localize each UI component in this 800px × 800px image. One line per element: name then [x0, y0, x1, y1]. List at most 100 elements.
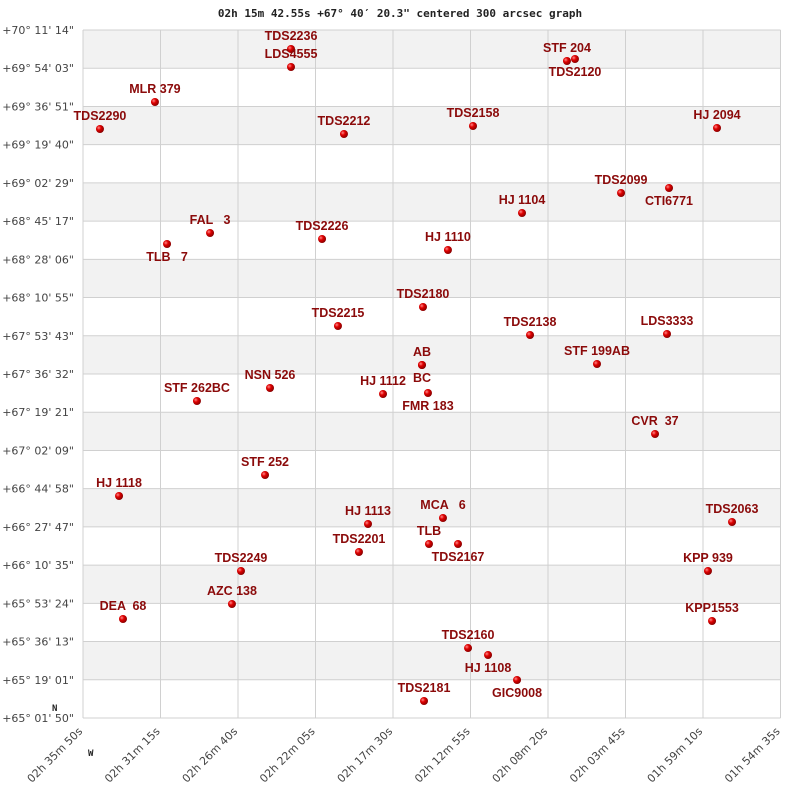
y-tick-label: +66° 10' 35" — [2, 559, 74, 572]
row-band — [83, 182, 781, 222]
star-dot[interactable] — [420, 697, 429, 706]
star-label: HJ 1118 — [96, 476, 142, 490]
star-label: TDS2236 — [265, 29, 318, 43]
star-dot[interactable] — [464, 644, 473, 653]
star-label: HJ 2094 — [693, 108, 740, 122]
star-dot[interactable] — [118, 615, 127, 624]
star-dot[interactable] — [417, 361, 426, 370]
star-dot[interactable] — [379, 390, 388, 399]
star-label: AB — [413, 345, 431, 359]
row-band — [83, 68, 781, 107]
star-dot[interactable] — [469, 121, 478, 130]
y-tick-label: +69° 02' 29" — [2, 177, 74, 190]
star-label: TDS2290 — [74, 109, 127, 123]
row-band — [83, 450, 781, 489]
star-dot[interactable] — [115, 492, 124, 501]
north-label: N — [52, 704, 57, 714]
star-label: FAL 3 — [190, 213, 231, 227]
y-tick-label: +65° 01' 50" — [2, 712, 74, 725]
star-dot[interactable] — [518, 209, 527, 218]
star-dot[interactable] — [227, 600, 236, 609]
star-dot[interactable] — [236, 567, 245, 576]
star-dot[interactable] — [443, 245, 452, 254]
star-dot[interactable] — [424, 540, 433, 549]
star-dot[interactable] — [287, 62, 296, 71]
star-dot[interactable] — [662, 329, 671, 338]
row-band — [83, 221, 781, 260]
star-label: TLB 7 — [146, 250, 188, 264]
star-label: STF 204 — [543, 41, 591, 55]
star-label: KPP1553 — [685, 601, 739, 615]
star-dot[interactable] — [484, 651, 493, 660]
star-label: HJ 1112 — [360, 374, 406, 388]
y-tick-label: +69° 36' 51" — [2, 100, 74, 113]
star-points — [95, 45, 737, 706]
star-label: KPP 939 — [683, 551, 733, 565]
y-tick-label: +67° 19' 21" — [2, 406, 74, 419]
star-dot[interactable] — [287, 45, 296, 54]
row-band — [83, 488, 781, 527]
star-dot[interactable] — [438, 514, 447, 523]
star-label: GIC9008 — [492, 686, 542, 700]
star-label: TDS2120 — [549, 65, 602, 79]
row-band — [83, 603, 781, 642]
star-label: MCA 6 — [420, 498, 465, 512]
star-dot[interactable] — [333, 322, 342, 331]
y-tick-label: +69° 19' 40" — [2, 139, 74, 152]
star-dot[interactable] — [163, 240, 172, 249]
star-label: DEA 68 — [100, 599, 147, 613]
star-label: LDS4555 — [265, 47, 318, 61]
star-dot[interactable] — [513, 676, 522, 685]
star-dot[interactable] — [708, 617, 717, 626]
star-label: TDS2249 — [215, 551, 268, 565]
star-dot[interactable] — [354, 548, 363, 557]
star-dot[interactable] — [318, 235, 327, 244]
star-dot[interactable] — [261, 471, 270, 480]
x-tick-label: 02h 22m 05s — [257, 725, 318, 786]
star-dot[interactable] — [206, 229, 215, 238]
star-dot[interactable] — [728, 518, 737, 527]
star-dot[interactable] — [423, 389, 432, 398]
star-dot[interactable] — [150, 97, 159, 106]
y-tick-label: +65° 53' 24" — [2, 597, 74, 610]
y-tick-label: +70° 11' 14" — [2, 24, 74, 37]
star-label: STF 252 — [241, 455, 289, 469]
x-tick-label: 02h 08m 20s — [490, 725, 551, 786]
y-tick-label: +65° 36' 13" — [2, 636, 74, 649]
row-band — [83, 259, 781, 298]
west-label: W — [88, 749, 94, 759]
star-dot[interactable] — [364, 520, 373, 529]
star-dot[interactable] — [703, 567, 712, 576]
star-dot[interactable] — [453, 540, 462, 549]
x-tick-label: 02h 17m 30s — [335, 725, 396, 786]
star-dot[interactable] — [562, 56, 571, 65]
star-dot[interactable] — [339, 130, 348, 139]
star-dot[interactable] — [592, 360, 601, 369]
star-label: TDS2167 — [432, 550, 485, 564]
x-tick-label: 02h 26m 40s — [180, 725, 241, 786]
star-dot[interactable] — [570, 54, 579, 63]
x-tick-labels: 02h 35m 50s 02h 31m 15s 02h 26m 40s 02h 22m… — [25, 725, 783, 786]
star-label: NSN 526 — [245, 368, 296, 382]
x-tick-label: 02h 35m 50s — [25, 725, 86, 786]
star-dot[interactable] — [95, 125, 104, 134]
star-dot[interactable] — [266, 384, 275, 393]
row-band — [83, 297, 781, 336]
x-tick-label: 02h 03m 45s — [567, 725, 628, 786]
y-tick-label: +67° 36' 32" — [2, 368, 74, 381]
star-label: TDS2138 — [504, 315, 557, 329]
row-bands — [83, 30, 781, 718]
star-dot[interactable] — [713, 123, 722, 132]
star-dot[interactable] — [192, 397, 201, 406]
star-label: HJ 1110 — [425, 230, 471, 244]
star-dot[interactable] — [617, 189, 626, 198]
star-label: STF 262BC — [164, 381, 230, 395]
y-tick-label: +68° 10' 55" — [2, 292, 74, 305]
star-label: TDS2158 — [447, 106, 500, 120]
star-dot[interactable] — [665, 183, 674, 192]
star-dot[interactable] — [526, 331, 535, 340]
star-dot[interactable] — [418, 303, 427, 312]
star-dot[interactable] — [651, 430, 660, 439]
